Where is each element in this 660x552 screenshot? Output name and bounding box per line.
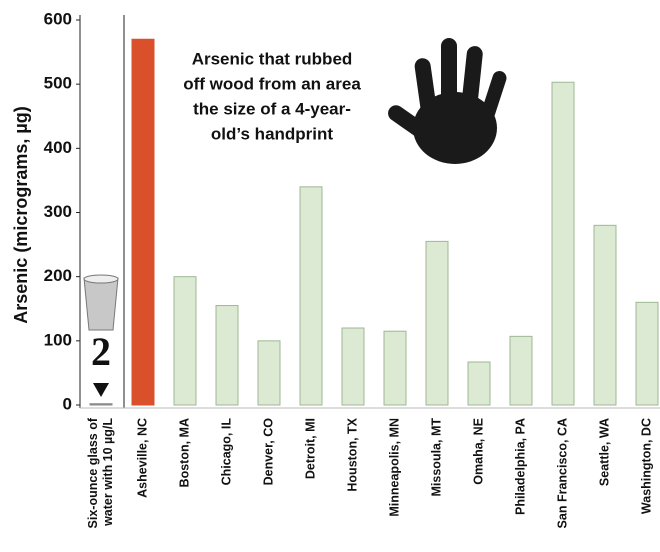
x-tick-label: Asheville, NC <box>135 418 149 498</box>
annotation: off wood from an area <box>183 74 361 93</box>
bar <box>425 240 449 406</box>
x-tick-label: Houston, TX <box>345 417 359 491</box>
y-tick-label: 600 <box>44 9 72 28</box>
y-tick-label: 0 <box>63 394 72 413</box>
y-tick-label: 400 <box>44 138 72 157</box>
x-tick-label: Chicago, IL <box>219 418 233 486</box>
x-tick-label: San Francisco, CA <box>555 418 569 528</box>
x-tick-label: Six-ounce glass ofwater with 10 µg/L <box>86 417 115 528</box>
bar <box>509 335 533 406</box>
y-tick-label: 200 <box>44 266 72 285</box>
x-tick-label: Boston, MA <box>177 418 191 487</box>
x-tick-label: Denver, CO <box>261 418 275 486</box>
annotation: Arsenic that rubbed <box>192 49 353 68</box>
bar <box>215 305 239 406</box>
bar <box>593 224 617 406</box>
y-axis-label: Arsenic (micrograms, µg) <box>11 106 31 323</box>
bar <box>341 327 365 406</box>
bar <box>467 361 491 406</box>
x-tick-label: Washington, DC <box>639 418 653 514</box>
bar <box>257 340 281 406</box>
bar <box>173 276 197 406</box>
x-tick-label: Philadelphia, PA <box>513 418 527 515</box>
bar <box>89 403 113 406</box>
x-tick-label: Detroit, MI <box>303 418 317 479</box>
glass-icon <box>83 274 119 331</box>
handprint <box>388 38 507 164</box>
bar <box>551 81 575 406</box>
arrow <box>93 383 109 397</box>
y-tick-label: 300 <box>44 202 72 221</box>
x-tick-label: Omaha, NE <box>471 418 485 485</box>
y-tick-label: 100 <box>44 330 72 349</box>
bar <box>383 330 407 406</box>
bar <box>299 186 323 406</box>
annotation: the size of a 4-year- <box>193 99 351 118</box>
value-label: 2 <box>91 329 111 374</box>
x-tick-label: Seattle, WA <box>597 418 611 486</box>
x-tick-label: Missoula, MT <box>429 418 443 497</box>
bar <box>635 301 659 406</box>
annotation: old’s handprint <box>211 124 333 143</box>
bar <box>131 38 155 406</box>
x-tick-label: Minneapolis, MN <box>387 418 401 517</box>
y-tick-label: 500 <box>44 74 72 93</box>
